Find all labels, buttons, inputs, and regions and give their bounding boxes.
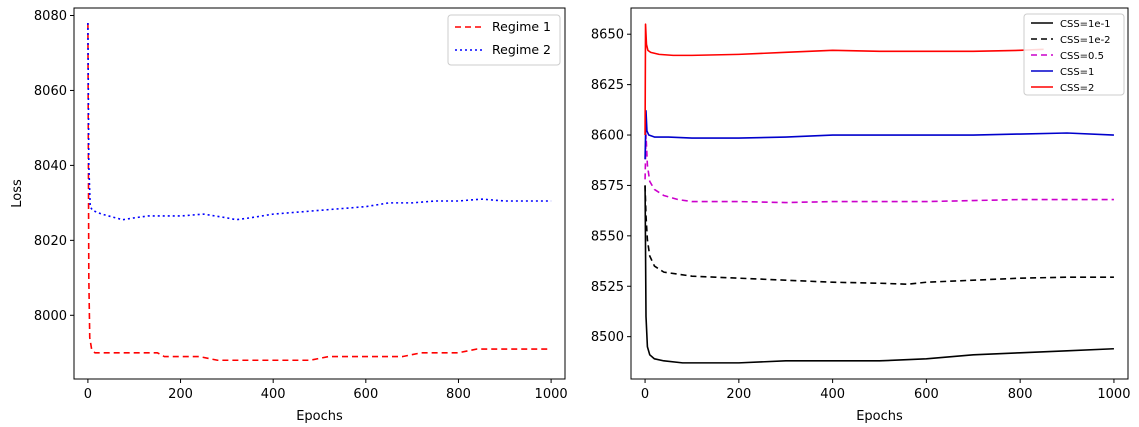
x-tick-label: 800 [1008, 387, 1033, 402]
y-tick-label: 8080 [34, 9, 67, 24]
x-axis-label: Epochs [856, 409, 903, 424]
chart-1: 0 200 400 600 800 1000 8000 8020 8040 8060 8080 Epo… [10, 7, 568, 424]
y-tick-label: 8575 [591, 179, 624, 194]
x-tick-label: 200 [168, 387, 193, 402]
y-tick-label: 8040 [34, 159, 67, 174]
legend-entry: CSS=1e-2 [1060, 35, 1111, 46]
legend-box [1023, 13, 1125, 96]
chart-2: 0 200 400 600 800 1000 8500 8525 8550 8575 8600 862… [591, 7, 1130, 424]
x-tick-label: 0 [641, 387, 649, 402]
legend-entry: Regime 1 [492, 19, 551, 34]
x-tick-label: 600 [914, 387, 939, 402]
legend: CSS=1e-1 CSS=1e-2 CSS=0.5 CSS=1 CSS=2 [1023, 13, 1125, 96]
x-tick-label: 0 [84, 387, 92, 402]
y-tick-label: 8550 [591, 229, 624, 244]
series-line-3 [644, 134, 1114, 204]
series-line-4 [644, 110, 1114, 160]
x-axis-label: Epochs [296, 409, 343, 424]
y-tick-label: 8500 [591, 330, 624, 345]
x-tick-label: 400 [261, 387, 286, 402]
y-tick-label: 8060 [34, 84, 67, 99]
x-tick-label: 1000 [535, 387, 568, 402]
legend-entry: CSS=2 [1060, 83, 1094, 94]
plot-frame [73, 7, 566, 380]
y-tick-label: 8625 [591, 78, 624, 93]
legend-entry: CSS=1 [1060, 67, 1094, 78]
x-tick-label: 1000 [1097, 387, 1130, 402]
y-axis-label: Loss [10, 179, 25, 208]
series-line-1 [644, 185, 1114, 364]
series-line-2 [644, 185, 1114, 286]
y-tick-label: 8020 [34, 234, 67, 249]
y-tick-label: 8600 [591, 129, 624, 144]
legend-entry: CSS=0.5 [1060, 51, 1104, 62]
x-tick-label: 800 [446, 387, 471, 402]
y-tick-label: 8000 [34, 309, 67, 324]
legend: Regime 1 Regime 2 [447, 14, 561, 66]
x-tick-label: 200 [726, 387, 751, 402]
y-tick-label: 8650 [591, 28, 624, 43]
legend-entry: Regime 2 [492, 42, 551, 57]
x-tick-label: 400 [820, 387, 845, 402]
series-line-5 [644, 23, 1044, 136]
plot-frame [630, 7, 1129, 380]
series-line-1 [87, 22, 552, 362]
series-line-2 [87, 22, 552, 221]
x-tick-label: 600 [353, 387, 378, 402]
y-tick-label: 8525 [591, 280, 624, 295]
legend-entry: CSS=1e-1 [1060, 19, 1111, 30]
